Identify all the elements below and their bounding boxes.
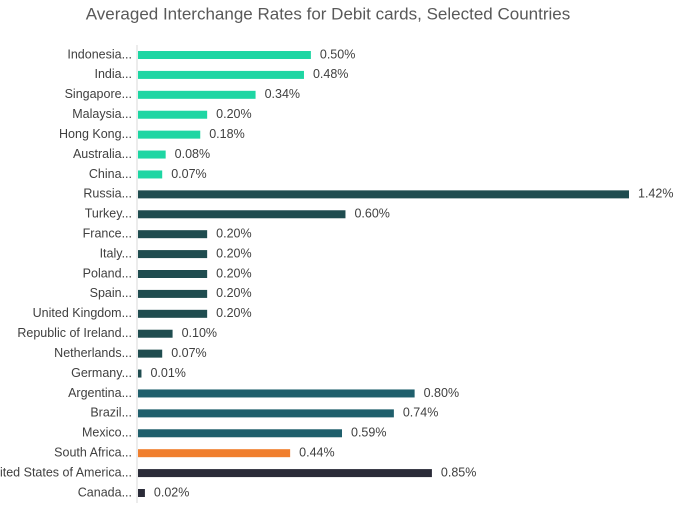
value-label: 0.74% xyxy=(403,406,438,420)
bar xyxy=(138,190,629,199)
bar xyxy=(138,70,304,79)
category-label: Republic of Ireland... xyxy=(17,326,132,340)
bar xyxy=(138,210,346,219)
value-label: 0.48% xyxy=(313,67,348,81)
value-label: 0.59% xyxy=(351,426,386,440)
bar xyxy=(138,489,145,497)
value-label: 0.07% xyxy=(171,346,206,360)
category-label: Canada... xyxy=(78,485,132,499)
category-label: Hong Kong... xyxy=(59,127,132,141)
category-label: Argentina... xyxy=(68,386,132,400)
chart-title: Averaged Interchange Rates for Debit car… xyxy=(86,4,570,23)
category-label: United Kingdom... xyxy=(33,306,132,320)
value-label: 0.08% xyxy=(175,147,210,161)
value-label: 0.18% xyxy=(209,127,244,141)
value-label: 0.20% xyxy=(216,286,251,300)
bar xyxy=(138,230,208,239)
bar xyxy=(138,449,291,458)
bar xyxy=(138,250,208,259)
bar xyxy=(138,90,256,99)
bar xyxy=(138,130,201,139)
value-label: 0.10% xyxy=(182,326,217,340)
category-label: Italy... xyxy=(100,246,132,260)
bar xyxy=(138,329,173,338)
bar xyxy=(138,349,163,358)
category-label: Russia... xyxy=(83,187,132,201)
category-label: Poland... xyxy=(83,266,132,280)
value-label: 0.20% xyxy=(216,107,251,121)
value-label: 0.34% xyxy=(265,87,300,101)
value-label: 0.20% xyxy=(216,306,251,320)
bar xyxy=(138,309,208,318)
bar xyxy=(138,369,142,378)
value-label: 0.20% xyxy=(216,246,251,260)
value-label: 0.44% xyxy=(299,445,334,459)
value-label: 0.60% xyxy=(354,207,389,221)
category-label: Germany... xyxy=(71,366,132,380)
bar xyxy=(138,150,166,159)
category-label: India... xyxy=(94,67,132,81)
category-label: Mexico... xyxy=(82,426,132,440)
category-label: China... xyxy=(89,167,132,181)
value-label: 1.42% xyxy=(638,187,673,201)
bar xyxy=(138,469,432,478)
category-label: Turkey... xyxy=(85,207,132,221)
value-label: 0.50% xyxy=(320,47,355,61)
category-label: Brazil... xyxy=(90,406,132,420)
category-label: Spain... xyxy=(90,286,132,300)
category-label: Indonesia... xyxy=(67,47,132,61)
bar xyxy=(138,289,208,298)
category-label: South Africa... xyxy=(54,445,132,459)
value-label: 0.80% xyxy=(424,386,459,400)
bar xyxy=(138,270,208,278)
category-label: France... xyxy=(83,226,132,240)
bar xyxy=(138,389,415,398)
category-label: Singapore... xyxy=(65,87,132,101)
bar xyxy=(138,170,163,179)
bar xyxy=(138,110,208,119)
value-label: 0.07% xyxy=(171,167,206,181)
value-label: 0.02% xyxy=(154,485,189,499)
bar xyxy=(138,429,343,438)
value-label: 0.01% xyxy=(150,366,185,380)
category-label: United States of America... xyxy=(0,465,132,479)
value-label: 0.85% xyxy=(441,465,476,479)
bar xyxy=(138,409,394,418)
category-label: Malaysia... xyxy=(72,107,132,121)
category-label: Australia... xyxy=(73,147,132,161)
value-label: 0.20% xyxy=(216,266,251,280)
value-label: 0.20% xyxy=(216,226,251,240)
bar xyxy=(138,51,311,59)
category-label: Netherlands... xyxy=(54,346,132,360)
